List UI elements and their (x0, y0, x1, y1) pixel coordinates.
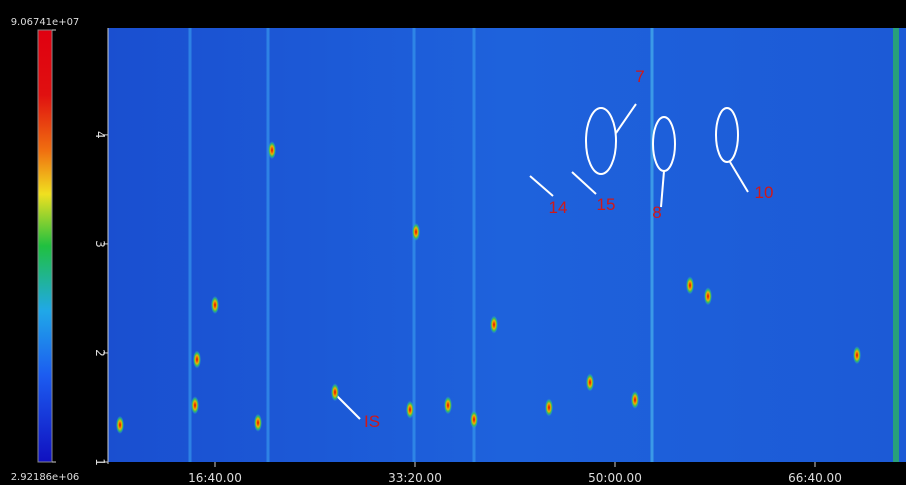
y-tick-label: 2 (93, 349, 107, 357)
x-tick-label: 50:00.00 (588, 471, 642, 485)
peak (490, 316, 498, 334)
peak (470, 410, 478, 428)
peak (704, 287, 712, 305)
peak (211, 296, 219, 314)
peak (191, 396, 199, 414)
peak (268, 141, 276, 159)
peak (254, 414, 262, 432)
peak (444, 396, 452, 414)
annotation: IS (364, 412, 380, 431)
peak (193, 350, 201, 368)
annotation: 7 (635, 67, 644, 86)
chart: 16:40.00 33:20.00 50:00.00 66:40.00 1 2 3 4 9.06… (0, 0, 906, 485)
y-tick-label: 1 (93, 458, 107, 466)
peak (406, 401, 414, 419)
peak (586, 373, 594, 391)
annotation: 15 (597, 195, 616, 214)
annotation: 14 (549, 198, 568, 217)
peak (331, 383, 339, 401)
colorbar (38, 30, 52, 462)
peak (631, 391, 639, 409)
plot-area (108, 28, 906, 462)
peak (545, 398, 553, 416)
peak (116, 416, 124, 434)
y-tick-label: 4 (93, 131, 107, 139)
x-tick-label: 16:40.00 (188, 471, 242, 485)
annotation: 10 (755, 183, 774, 202)
colorbar-label: 9.06741e+07 (11, 17, 80, 28)
y-tick-label: 3 (93, 240, 107, 248)
x-tick-label: 66:40.00 (788, 471, 842, 485)
peak (412, 223, 420, 241)
annotation: 8 (652, 203, 661, 222)
peak (853, 346, 861, 364)
x-tick-label: 33:20.00 (388, 471, 442, 485)
peak (686, 276, 694, 294)
colorbar-label: 2.92186e+06 (11, 472, 80, 483)
